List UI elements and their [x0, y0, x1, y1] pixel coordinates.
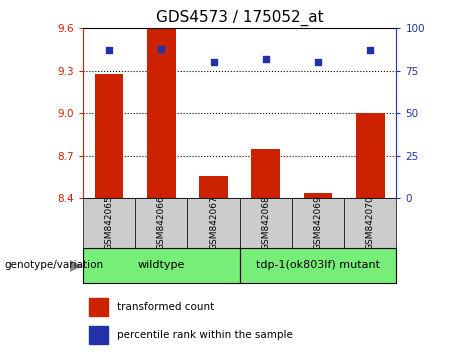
Bar	[135, 198, 188, 248]
Text: transformed count: transformed count	[118, 302, 215, 312]
Text: GSM842070: GSM842070	[366, 196, 375, 250]
Text: GSM842067: GSM842067	[209, 196, 218, 250]
Text: genotype/variation: genotype/variation	[5, 261, 104, 270]
Bar	[83, 248, 240, 283]
Text: GSM842069: GSM842069	[313, 196, 323, 250]
Point	[262, 56, 270, 62]
Text: GSM842066: GSM842066	[157, 196, 166, 250]
Bar	[240, 248, 396, 283]
Bar	[83, 198, 135, 248]
Bar	[199, 176, 228, 198]
Bar	[240, 198, 292, 248]
Bar	[251, 149, 280, 198]
Bar	[356, 113, 384, 198]
Bar	[147, 28, 176, 198]
Text: tdp-1(ok803lf) mutant: tdp-1(ok803lf) mutant	[256, 261, 380, 270]
Point	[106, 47, 113, 53]
Bar	[304, 193, 332, 198]
Bar	[95, 74, 124, 198]
Point	[366, 47, 374, 53]
Title: GDS4573 / 175052_at: GDS4573 / 175052_at	[156, 9, 324, 25]
Bar	[89, 326, 108, 344]
Point	[158, 46, 165, 52]
Text: percentile rank within the sample: percentile rank within the sample	[118, 330, 293, 341]
Bar	[188, 198, 240, 248]
Bar	[344, 198, 396, 248]
Point	[210, 59, 217, 65]
Text: GSM842068: GSM842068	[261, 196, 270, 250]
Bar	[292, 198, 344, 248]
Text: GSM842065: GSM842065	[105, 196, 113, 250]
Bar	[89, 297, 108, 315]
Text: wildtype: wildtype	[138, 261, 185, 270]
Point	[314, 59, 322, 65]
